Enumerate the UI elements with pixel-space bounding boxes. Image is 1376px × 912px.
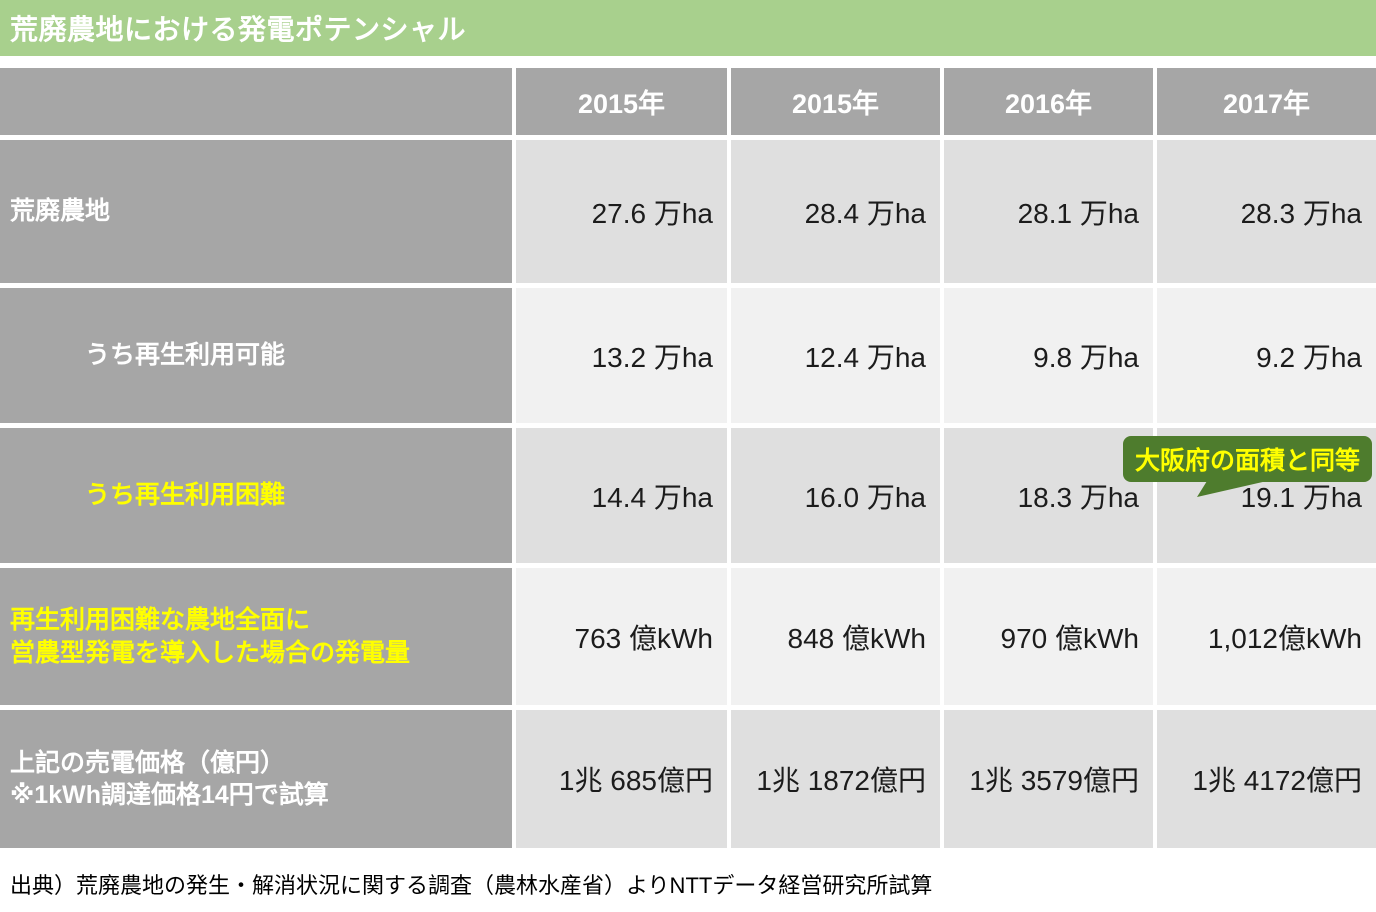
row-label-text: うち再生利用可能 xyxy=(85,341,286,370)
header-year-col-2: 2015年 xyxy=(731,68,940,135)
row-label-line-1: 再生利用困難な農地全面に xyxy=(10,606,311,634)
data-table: 2015年 2015年 2016年 2017年 荒廃農地 27.6 万ha 28… xyxy=(0,68,1376,848)
page-title: 荒廃農地における発電ポテンシャル xyxy=(10,14,467,45)
source-note: 出典）荒廃農地の発生・解消状況に関する調査（農林水産省）よりNTTデータ経営研究… xyxy=(10,873,933,898)
value-cell: 763 億kWh xyxy=(516,568,727,705)
row-label-abandoned-farmland: 荒廃農地 xyxy=(0,140,512,283)
callout-text: 大阪府の面積と同等 xyxy=(1134,447,1360,475)
row-label-text: うち再生利用困難 xyxy=(85,481,286,510)
header-year-col-4: 2017年 xyxy=(1157,68,1376,135)
row-label-generation-amount: 再生利用困難な農地全面に 営農型発電を導入した場合の発電量 xyxy=(0,568,512,705)
header-year-col-3: 2016年 xyxy=(944,68,1153,135)
row-label-line-2: 営農型発電を導入した場合の発電量 xyxy=(10,638,411,667)
row-label-reusable: うち再生利用可能 xyxy=(0,288,512,423)
row-label-line-2: ※1kWh調達価格14円で試算 xyxy=(10,781,329,809)
row-label-difficult-to-reuse: うち再生利用困難 xyxy=(0,428,512,563)
row-label-text: 荒廃農地 xyxy=(10,197,111,226)
row-label-sale-price: 上記の売電価格（億円） ※1kWh調達価格14円で試算 xyxy=(0,710,512,848)
row-label-lines: 再生利用困難な農地全面に 営農型発電を導入した場合の発電量 xyxy=(10,604,410,669)
callout-tail-icon xyxy=(1196,481,1267,497)
value-cell: 1兆 685億円 xyxy=(516,710,727,848)
value-cell: 13.2 万ha xyxy=(516,288,727,423)
value-cell: 848 億kWh xyxy=(731,568,940,705)
header-corner-cell xyxy=(0,68,512,135)
value-cell: 28.1 万ha xyxy=(944,140,1153,283)
value-cell: 16.0 万ha xyxy=(731,428,940,563)
row-label-line-1: 上記の売電価格（億円） xyxy=(10,748,286,777)
value-cell: 1兆 4172億円 xyxy=(1157,710,1376,848)
value-cell: 27.6 万ha xyxy=(516,140,727,283)
value-cell: 14.4 万ha xyxy=(516,428,727,563)
value-cell: 1,012億kWh xyxy=(1157,568,1376,705)
table-grid: 2015年 2015年 2016年 2017年 荒廃農地 27.6 万ha 28… xyxy=(0,68,1376,848)
header-year-col-1: 2015年 xyxy=(516,68,727,135)
value-cell: 18.3 万ha xyxy=(944,428,1153,563)
value-cell: 28.4 万ha xyxy=(731,140,940,283)
callout-osaka-area: 大阪府の面積と同等 xyxy=(1122,436,1372,497)
value-cell: 1兆 1872億円 xyxy=(731,710,940,848)
value-cell: 970 億kWh xyxy=(944,568,1153,705)
value-cell: 12.4 万ha xyxy=(731,288,940,423)
value-cell: 9.8 万ha xyxy=(944,288,1153,423)
title-bar: 荒廃農地における発電ポテンシャル xyxy=(0,0,1376,56)
row-label-lines: 上記の売電価格（億円） ※1kWh調達価格14円で試算 xyxy=(10,747,329,812)
value-cell: 28.3 万ha xyxy=(1157,140,1376,283)
value-cell: 1兆 3579億円 xyxy=(944,710,1153,848)
value-cell: 9.2 万ha xyxy=(1157,288,1376,423)
